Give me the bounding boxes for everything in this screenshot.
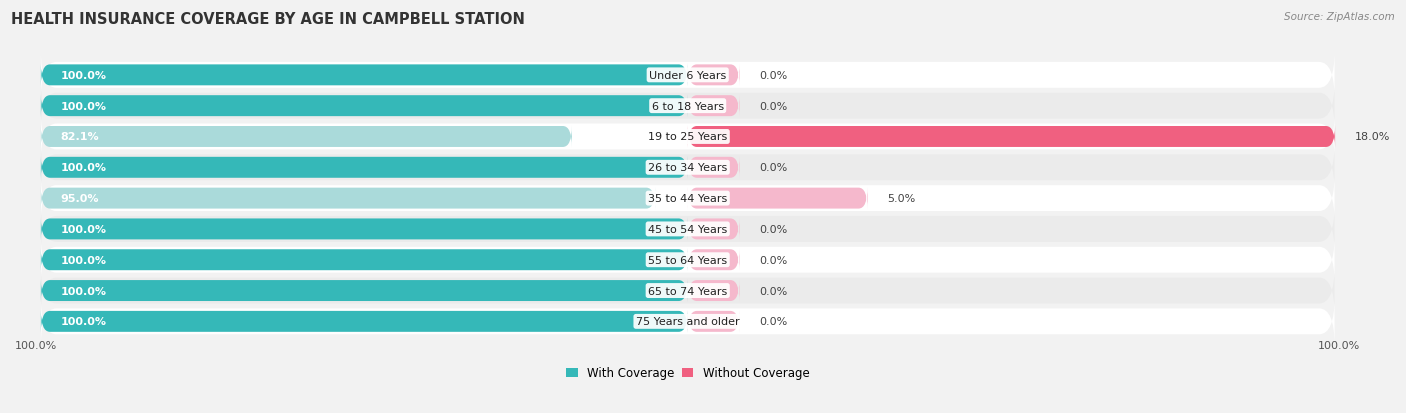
- Text: 100.0%: 100.0%: [60, 317, 107, 327]
- FancyBboxPatch shape: [41, 311, 688, 332]
- FancyBboxPatch shape: [41, 126, 572, 148]
- FancyBboxPatch shape: [688, 311, 740, 332]
- Text: 75 Years and older: 75 Years and older: [636, 317, 740, 327]
- Text: 100.0%: 100.0%: [60, 71, 107, 81]
- FancyBboxPatch shape: [41, 52, 1334, 100]
- Text: Source: ZipAtlas.com: Source: ZipAtlas.com: [1284, 12, 1395, 22]
- Text: 100.0%: 100.0%: [1319, 341, 1361, 351]
- FancyBboxPatch shape: [41, 249, 688, 271]
- FancyBboxPatch shape: [41, 188, 655, 210]
- Text: 55 to 64 Years: 55 to 64 Years: [648, 255, 727, 265]
- FancyBboxPatch shape: [41, 83, 1334, 131]
- Text: 100.0%: 100.0%: [60, 163, 107, 173]
- Text: 26 to 34 Years: 26 to 34 Years: [648, 163, 727, 173]
- FancyBboxPatch shape: [41, 144, 1334, 192]
- FancyBboxPatch shape: [688, 126, 1336, 148]
- Text: 100.0%: 100.0%: [60, 286, 107, 296]
- Text: 35 to 44 Years: 35 to 44 Years: [648, 194, 727, 204]
- Text: 0.0%: 0.0%: [759, 102, 787, 112]
- FancyBboxPatch shape: [688, 218, 740, 240]
- Text: 65 to 74 Years: 65 to 74 Years: [648, 286, 727, 296]
- Text: 0.0%: 0.0%: [759, 317, 787, 327]
- Text: 0.0%: 0.0%: [759, 71, 787, 81]
- Text: 19 to 25 Years: 19 to 25 Years: [648, 132, 727, 142]
- Text: 0.0%: 0.0%: [759, 255, 787, 265]
- FancyBboxPatch shape: [688, 280, 740, 302]
- FancyBboxPatch shape: [41, 157, 688, 179]
- FancyBboxPatch shape: [688, 95, 740, 117]
- FancyBboxPatch shape: [688, 157, 740, 179]
- FancyBboxPatch shape: [41, 64, 688, 87]
- FancyBboxPatch shape: [41, 113, 1334, 161]
- Text: 0.0%: 0.0%: [759, 224, 787, 234]
- Text: 100.0%: 100.0%: [60, 255, 107, 265]
- Text: 95.0%: 95.0%: [60, 194, 98, 204]
- Text: 5.0%: 5.0%: [887, 194, 915, 204]
- Text: 6 to 18 Years: 6 to 18 Years: [651, 102, 724, 112]
- FancyBboxPatch shape: [41, 236, 1334, 284]
- Text: 0.0%: 0.0%: [759, 286, 787, 296]
- FancyBboxPatch shape: [41, 267, 1334, 315]
- Text: Under 6 Years: Under 6 Years: [650, 71, 727, 81]
- Text: 18.0%: 18.0%: [1354, 132, 1391, 142]
- FancyBboxPatch shape: [688, 188, 868, 210]
- FancyBboxPatch shape: [41, 95, 688, 117]
- FancyBboxPatch shape: [688, 249, 740, 271]
- FancyBboxPatch shape: [41, 205, 1334, 253]
- Text: 100.0%: 100.0%: [15, 341, 58, 351]
- FancyBboxPatch shape: [41, 175, 1334, 223]
- Legend: With Coverage, Without Coverage: With Coverage, Without Coverage: [565, 366, 810, 380]
- FancyBboxPatch shape: [41, 280, 688, 302]
- FancyBboxPatch shape: [688, 64, 740, 87]
- Text: 82.1%: 82.1%: [60, 132, 98, 142]
- Text: 100.0%: 100.0%: [60, 224, 107, 234]
- Text: 45 to 54 Years: 45 to 54 Years: [648, 224, 727, 234]
- Text: 100.0%: 100.0%: [60, 102, 107, 112]
- Text: HEALTH INSURANCE COVERAGE BY AGE IN CAMPBELL STATION: HEALTH INSURANCE COVERAGE BY AGE IN CAMP…: [11, 12, 524, 27]
- Text: 0.0%: 0.0%: [759, 163, 787, 173]
- FancyBboxPatch shape: [41, 298, 1334, 346]
- FancyBboxPatch shape: [41, 218, 688, 240]
